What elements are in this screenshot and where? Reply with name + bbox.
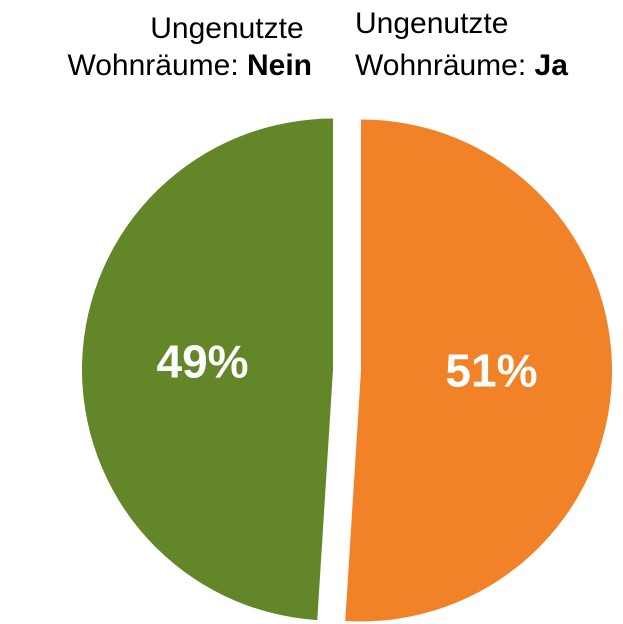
category-label: Ungenutzte Wohnräume: Nein	[67, 12, 312, 82]
category-label: Ungenutzte Wohnräume: Ja	[355, 7, 568, 82]
pie-slice	[82, 118, 334, 621]
value-label: 51%	[445, 345, 537, 397]
value-label: 49%	[157, 336, 249, 388]
pie-slice	[345, 119, 612, 622]
